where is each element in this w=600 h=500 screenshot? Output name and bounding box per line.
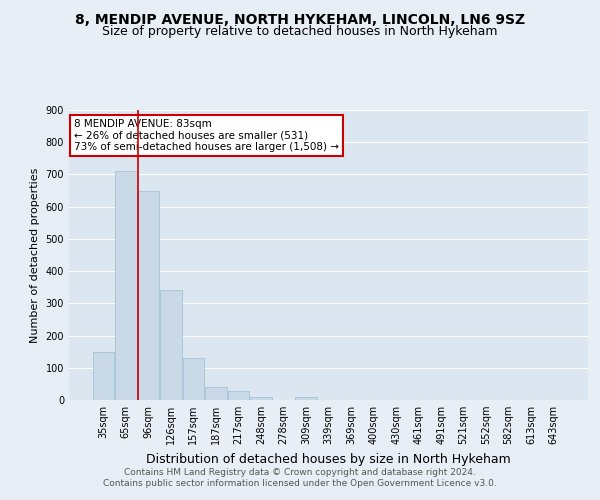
Bar — [182, 358, 204, 400]
Text: Contains HM Land Registry data © Crown copyright and database right 2024.
Contai: Contains HM Land Registry data © Crown c… — [103, 468, 497, 487]
Bar — [295, 398, 317, 400]
Bar — [228, 392, 249, 400]
X-axis label: Distribution of detached houses by size in North Hykeham: Distribution of detached houses by size … — [146, 452, 511, 466]
Bar — [115, 171, 137, 400]
Text: 8 MENDIP AVENUE: 83sqm
← 26% of detached houses are smaller (531)
73% of semi-de: 8 MENDIP AVENUE: 83sqm ← 26% of detached… — [74, 118, 339, 152]
Bar — [160, 290, 182, 400]
Y-axis label: Number of detached properties: Number of detached properties — [30, 168, 40, 342]
Text: Size of property relative to detached houses in North Hykeham: Size of property relative to detached ho… — [102, 25, 498, 38]
Bar — [137, 190, 159, 400]
Text: 8, MENDIP AVENUE, NORTH HYKEHAM, LINCOLN, LN6 9SZ: 8, MENDIP AVENUE, NORTH HYKEHAM, LINCOLN… — [75, 12, 525, 26]
Bar — [92, 352, 114, 400]
Bar — [250, 397, 272, 400]
Bar — [205, 387, 227, 400]
